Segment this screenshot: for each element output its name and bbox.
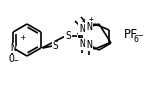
Text: S: S: [52, 41, 58, 51]
Text: N: N: [79, 39, 85, 49]
Text: +: +: [82, 17, 86, 27]
Text: O: O: [8, 54, 14, 64]
Text: N: N: [10, 43, 16, 53]
Text: PF: PF: [124, 29, 138, 41]
Text: 6: 6: [134, 35, 139, 44]
Text: N: N: [86, 22, 92, 32]
Text: −: −: [14, 56, 19, 66]
Text: +: +: [21, 33, 25, 43]
Text: S: S: [65, 31, 71, 41]
Text: −: −: [138, 31, 143, 39]
Text: N: N: [86, 40, 92, 50]
Text: +: +: [89, 15, 93, 25]
Text: N: N: [79, 24, 85, 34]
